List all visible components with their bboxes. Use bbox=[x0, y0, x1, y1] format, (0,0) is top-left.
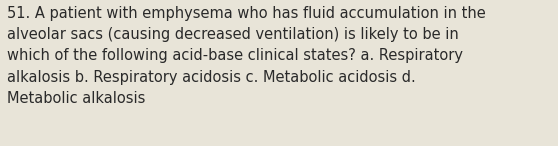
Text: 51. A patient with emphysema who has fluid accumulation in the
alveolar sacs (ca: 51. A patient with emphysema who has flu… bbox=[7, 6, 485, 106]
